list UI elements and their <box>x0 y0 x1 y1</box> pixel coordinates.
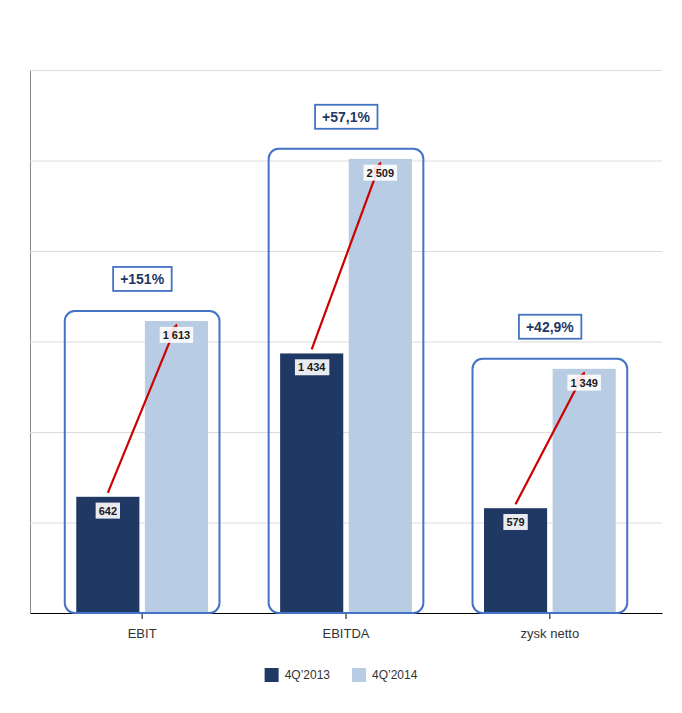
category-label: EBITDA <box>323 626 370 641</box>
annotation: +151% <box>120 271 165 287</box>
annotation-group: +57,1% <box>315 105 377 129</box>
data-label-bg <box>160 327 194 343</box>
legend-item: 4Q’2014 <box>352 668 418 682</box>
annotation-box <box>315 105 377 129</box>
change-arrow <box>516 373 585 504</box>
legend-label: 4Q’2013 <box>285 668 331 682</box>
chart: EBIT EBITDA zysk netto 642 1 434 579 1 613 2 50… <box>0 0 682 713</box>
legend-item: 4Q’2013 <box>265 668 331 682</box>
legend-swatch <box>352 668 366 682</box>
data-label-bg <box>364 165 398 181</box>
data-label: 642 <box>99 505 117 517</box>
data-label-group: 1 613 <box>160 327 194 343</box>
data-label: 1 613 <box>163 329 191 341</box>
x-axis: EBIT EBITDA zysk netto <box>31 613 663 641</box>
grid-line <box>30 251 662 252</box>
group-box <box>65 311 220 613</box>
annotations: 642 1 434 579 1 613 2 509 1 349 +151% +57,1% +42… <box>65 105 627 613</box>
data-label-bg <box>503 514 527 530</box>
annotation-box <box>519 315 581 339</box>
annotation: +42,9% <box>526 319 574 335</box>
bar <box>145 321 208 613</box>
category-label: EBIT <box>128 626 157 641</box>
y-axis <box>30 71 662 614</box>
bar <box>484 508 547 613</box>
data-label: 1 434 <box>298 361 326 373</box>
x-tick: EBIT <box>128 613 157 641</box>
y-axis-line <box>31 71 663 614</box>
x-tick: EBITDA <box>323 613 370 641</box>
change-arrow <box>312 163 381 350</box>
data-label: 1 349 <box>570 377 598 389</box>
legend-swatch <box>265 668 279 682</box>
y-tick <box>30 70 662 71</box>
legend: 4Q’2013 4Q’2014 <box>265 668 418 682</box>
data-label-group: 642 <box>96 503 120 519</box>
grid-line <box>30 342 662 343</box>
bar <box>76 497 139 613</box>
group-box <box>473 359 628 613</box>
data-label-group: 2 509 <box>364 165 398 181</box>
bar <box>553 369 616 613</box>
grid-line <box>30 161 662 162</box>
bars <box>76 159 615 613</box>
data-label-bg <box>295 359 329 375</box>
y-tick <box>30 161 662 162</box>
category-label: zysk netto <box>521 626 580 641</box>
annotation-group: +151% <box>113 267 172 291</box>
data-label-group: 1 349 <box>567 375 601 391</box>
annotation-group: +42,9% <box>519 315 581 339</box>
legend-label: 4Q’2014 <box>372 668 418 682</box>
y-tick <box>30 251 662 252</box>
data-label-group: 1 434 <box>295 359 329 375</box>
annotation-box <box>113 267 172 291</box>
annotation: +57,1% <box>322 109 370 125</box>
data-label: 2 509 <box>367 167 395 179</box>
bar <box>349 159 412 613</box>
plot: EBIT EBITDA zysk netto 642 1 434 579 1 613 2 50… <box>30 71 663 641</box>
data-label-bg <box>567 375 601 391</box>
x-tick: zysk netto <box>521 613 580 641</box>
data-label: 579 <box>506 516 524 528</box>
group-box <box>269 149 424 613</box>
y-tick <box>30 342 662 343</box>
data-label-bg <box>96 503 120 519</box>
data-label-group: 579 <box>503 514 527 530</box>
bar <box>280 353 343 613</box>
grid-line <box>30 70 662 71</box>
change-arrow <box>108 325 177 493</box>
